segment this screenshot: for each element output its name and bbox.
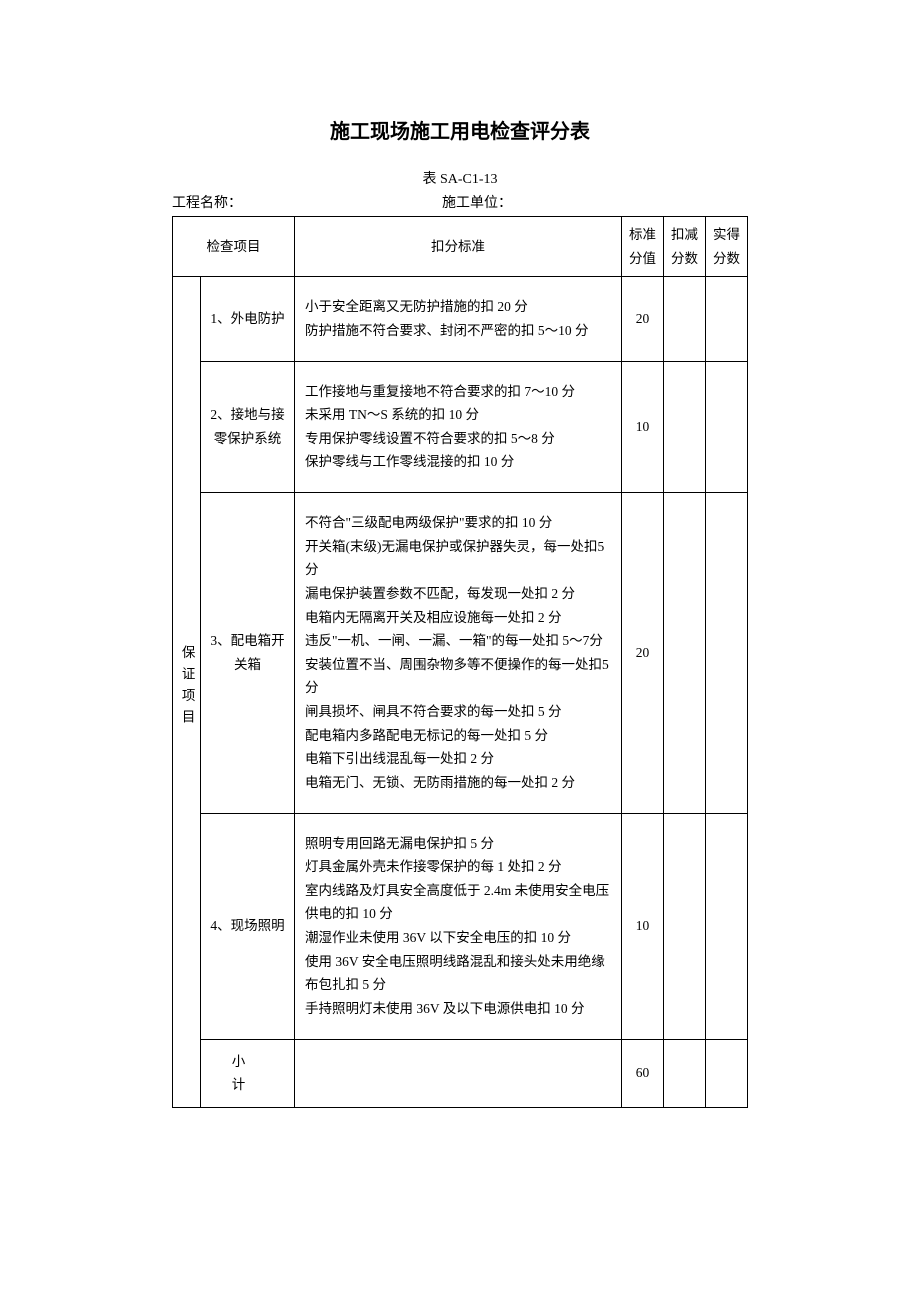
table-header-row: 检查项目 扣分标准 标准分值 扣减分数 实得分数 xyxy=(173,217,748,277)
score-table: 检查项目 扣分标准 标准分值 扣减分数 实得分数 保证项目 1、外电防护 小于安… xyxy=(172,216,748,1108)
deduct-score xyxy=(664,277,706,361)
subtotal-criteria xyxy=(295,1039,622,1107)
item-name: 3、配电箱开关箱 xyxy=(201,493,295,814)
actual-score xyxy=(706,493,748,814)
hdr-actual: 实得分数 xyxy=(706,217,748,277)
unit-label: 施工单位： xyxy=(442,192,512,212)
actual-score xyxy=(706,361,748,493)
subtotal-row: 小 计 60 xyxy=(173,1039,748,1107)
table-row: 2、接地与接零保护系统 工作接地与重复接地不符合要求的扣 7～10 分未采用 T… xyxy=(173,361,748,493)
category-label: 保证项目 xyxy=(175,645,199,731)
deduct-score xyxy=(664,813,706,1039)
item-name: 1、外电防护 xyxy=(201,277,295,361)
table-code: 表 SA-C1-13 xyxy=(172,168,748,188)
subtotal-actual xyxy=(706,1039,748,1107)
std-score: 10 xyxy=(622,361,664,493)
deduct-score xyxy=(664,361,706,493)
criteria-cell: 不符合"三级配电两级保护"要求的扣 10 分开关箱(末级)无漏电保护或保护器失灵… xyxy=(295,493,622,814)
meta-row: 工程名称： 施工单位： xyxy=(172,192,748,212)
item-name: 4、现场照明 xyxy=(201,813,295,1039)
project-label: 工程名称： xyxy=(172,192,242,212)
table-row: 4、现场照明 照明专用回路无漏电保护扣 5 分灯具金属外壳未作接零保护的每 1 … xyxy=(173,813,748,1039)
category-cell: 保证项目 xyxy=(173,277,201,1108)
item-name: 2、接地与接零保护系统 xyxy=(201,361,295,493)
subtotal-std: 60 xyxy=(622,1039,664,1107)
table-row: 保证项目 1、外电防护 小于安全距离又无防护措施的扣 20 分防护措施不符合要求… xyxy=(173,277,748,361)
hdr-check-item: 检查项目 xyxy=(173,217,295,277)
subtotal-label: 小 计 xyxy=(201,1039,295,1107)
actual-score xyxy=(706,277,748,361)
subtotal-deduct xyxy=(664,1039,706,1107)
criteria-cell: 工作接地与重复接地不符合要求的扣 7～10 分未采用 TN～S 系统的扣 10 … xyxy=(295,361,622,493)
actual-score xyxy=(706,813,748,1039)
criteria-cell: 小于安全距离又无防护措施的扣 20 分防护措施不符合要求、封闭不严密的扣 5～1… xyxy=(295,277,622,361)
hdr-std: 标准分值 xyxy=(622,217,664,277)
hdr-deduct: 扣减分数 xyxy=(664,217,706,277)
page-title: 施工现场施工用电检查评分表 xyxy=(172,115,748,144)
std-score: 10 xyxy=(622,813,664,1039)
hdr-criteria: 扣分标准 xyxy=(295,217,622,277)
std-score: 20 xyxy=(622,493,664,814)
deduct-score xyxy=(664,493,706,814)
table-row: 3、配电箱开关箱 不符合"三级配电两级保护"要求的扣 10 分开关箱(末级)无漏… xyxy=(173,493,748,814)
criteria-cell: 照明专用回路无漏电保护扣 5 分灯具金属外壳未作接零保护的每 1 处扣 2 分室… xyxy=(295,813,622,1039)
std-score: 20 xyxy=(622,277,664,361)
